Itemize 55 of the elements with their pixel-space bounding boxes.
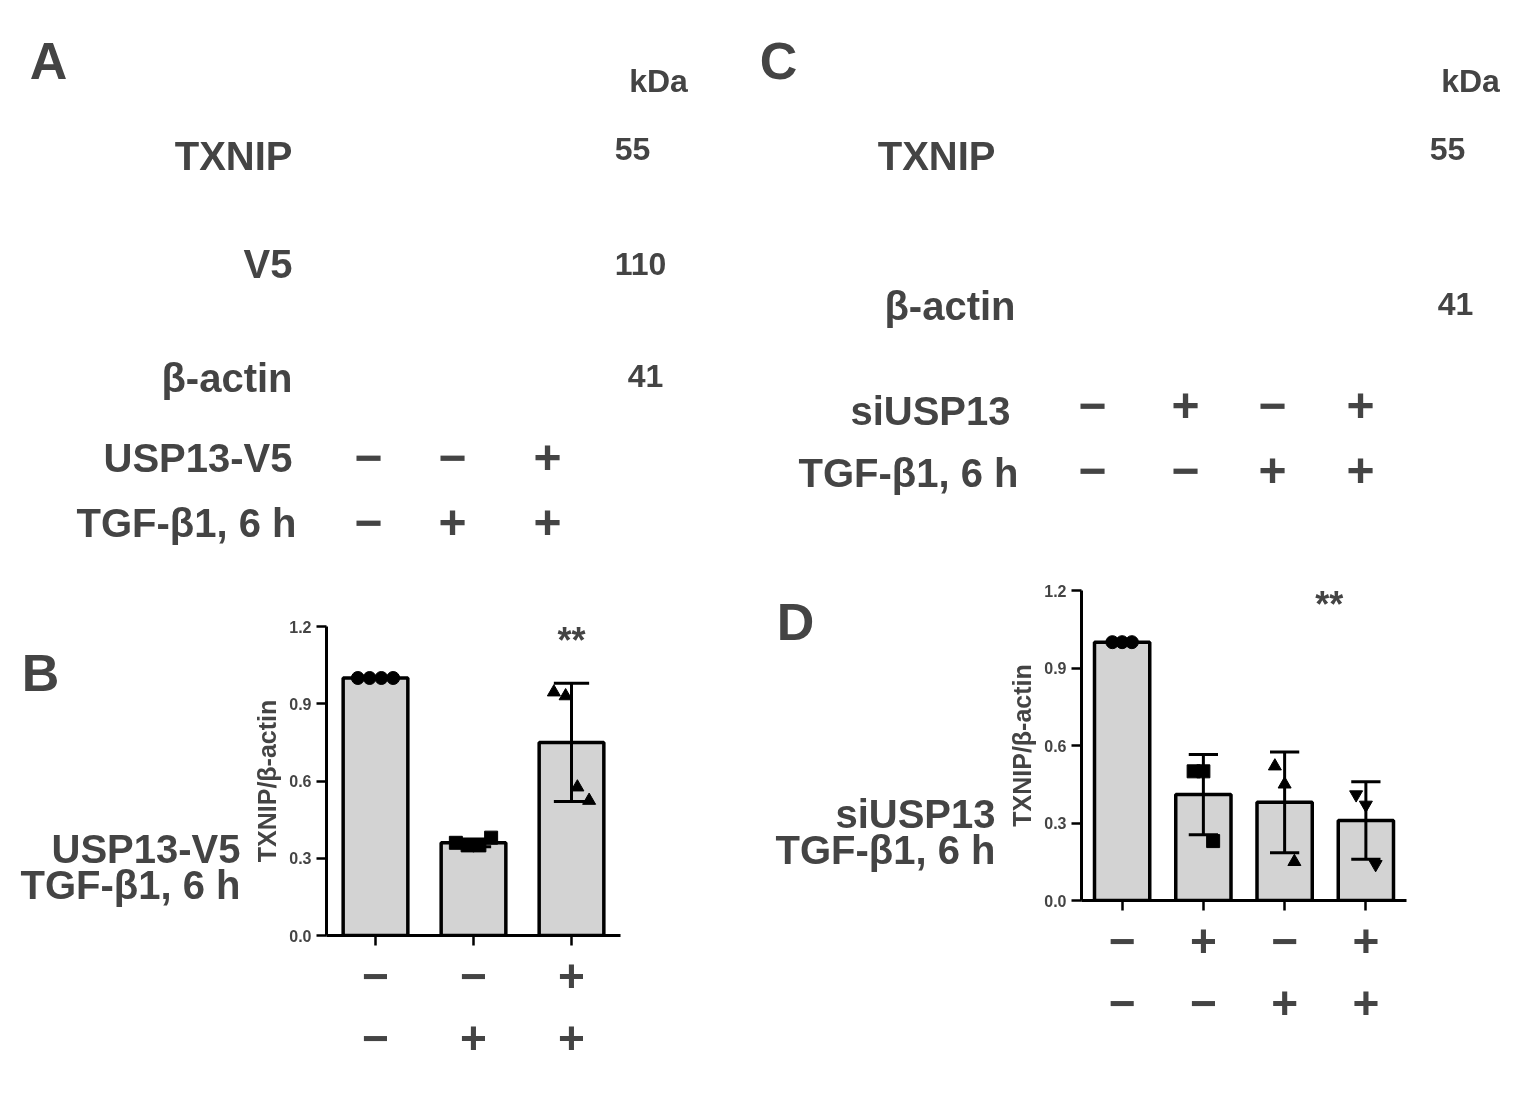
text: C <box>759 31 798 90</box>
x-tick-label: − − <box>1108 914 1136 1029</box>
text: − <box>1078 379 1107 432</box>
text: + <box>438 496 467 549</box>
x-tick-label: + + <box>558 949 585 1064</box>
text: + <box>1346 444 1375 497</box>
x-tick-label: + + <box>1352 914 1380 1029</box>
x-tick-label: − + <box>1271 914 1299 1029</box>
y-axis-title: TXNIP/β-actin <box>1008 664 1037 827</box>
text: kDa <box>1441 62 1501 99</box>
text: kDa <box>629 62 689 99</box>
text: TXNIP <box>174 133 293 178</box>
text: + <box>1258 444 1287 497</box>
y-tick-label: 1.2 <box>289 618 312 636</box>
x-tick-label: − + <box>460 949 487 1064</box>
y-tick-label: 0.9 <box>1044 660 1067 677</box>
y-tick-label: 0.6 <box>1044 737 1067 755</box>
y-tick-label: 0.9 <box>289 695 312 713</box>
annotation: ** <box>557 619 586 661</box>
chart-title: D <box>776 593 815 652</box>
text: − <box>438 431 467 484</box>
y-tick-label: 0.3 <box>1044 815 1067 832</box>
y-tick-label: 1.2 <box>1044 582 1067 600</box>
text: 55 <box>614 130 651 167</box>
text: V5 <box>243 241 293 286</box>
text: + <box>1171 379 1200 432</box>
text: TGF-β1, 6 h <box>798 450 1019 495</box>
chart-title: B <box>21 643 60 702</box>
text: + <box>533 431 562 484</box>
text: TGF-β1, 6 h <box>76 500 297 545</box>
y-tick-label: 0.0 <box>289 927 312 945</box>
text: − <box>354 496 383 549</box>
text: − <box>1078 444 1107 497</box>
y-tick-label: 0.3 <box>289 850 312 868</box>
annotation: ** <box>1315 583 1344 625</box>
text: 41 <box>627 357 664 394</box>
text: + <box>1346 379 1375 432</box>
text: − <box>354 431 383 484</box>
y-tick-label: 0.0 <box>1044 892 1067 910</box>
text: siUSP13 <box>850 388 1011 433</box>
text: 110 <box>614 245 667 282</box>
text: β-actin <box>884 283 1016 328</box>
x-tick-label: + − <box>1189 914 1217 1029</box>
text: + <box>533 496 562 549</box>
text: − <box>1258 379 1287 432</box>
x-tick-label: − − <box>362 949 389 1064</box>
text: β-actin <box>161 355 293 400</box>
y-tick-label: 0.6 <box>289 773 312 790</box>
y-axis-title: TXNIP/β-actin <box>253 699 282 863</box>
text: A <box>29 31 68 90</box>
text: 55 <box>1429 130 1466 167</box>
text: 41 <box>1437 285 1474 322</box>
text: − <box>1171 444 1200 497</box>
text: USP13-V5 <box>103 435 293 480</box>
text: TXNIP <box>877 133 996 178</box>
